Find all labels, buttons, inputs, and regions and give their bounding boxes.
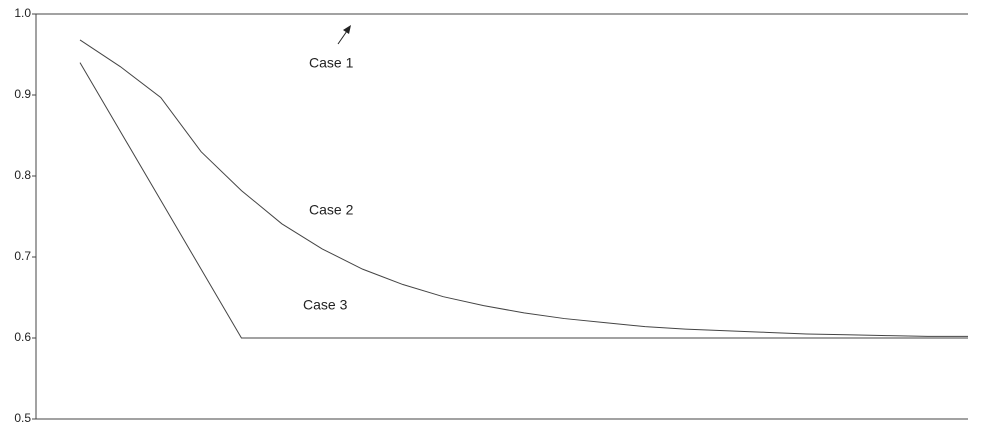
y-tick-label: 0.6: [14, 330, 31, 344]
y-tick-label: 0.8: [14, 168, 31, 182]
y-tick-label: 0.7: [14, 249, 31, 263]
series-line: [79, 62, 968, 339]
series-label: Case 3: [303, 297, 348, 313]
series-line: [79, 39, 968, 337]
y-tick-label: 0.5: [14, 411, 31, 425]
series-label: Case 1: [309, 55, 354, 71]
y-tick-label: 1.0: [14, 6, 31, 20]
y-tick-label: 0.9: [14, 87, 31, 101]
annotation-arrow: [337, 30, 348, 45]
annotation-arrowhead: [343, 25, 351, 34]
series-label: Case 2: [309, 202, 354, 218]
